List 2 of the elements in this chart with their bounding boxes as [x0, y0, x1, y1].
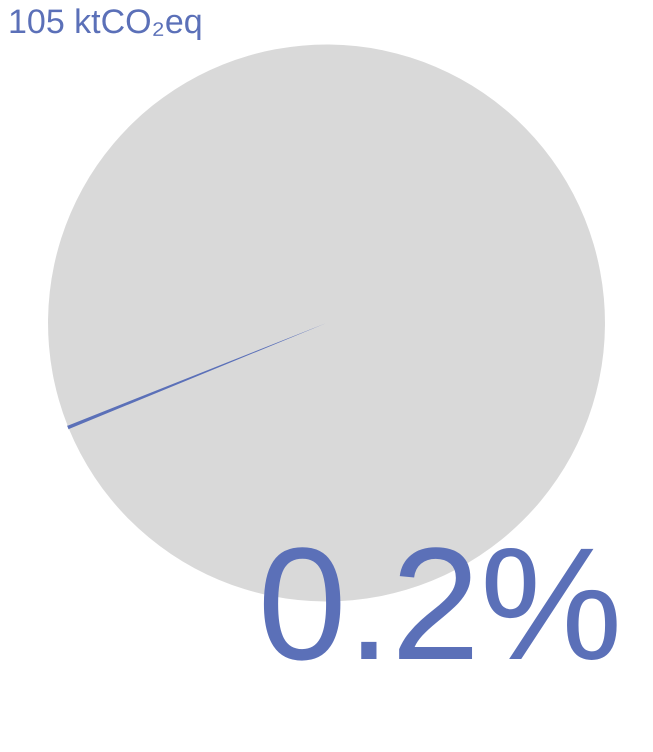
text: 0.2% — [258, 514, 622, 693]
chart-title: 105 ktCO₂eq — [7, 2, 204, 43]
